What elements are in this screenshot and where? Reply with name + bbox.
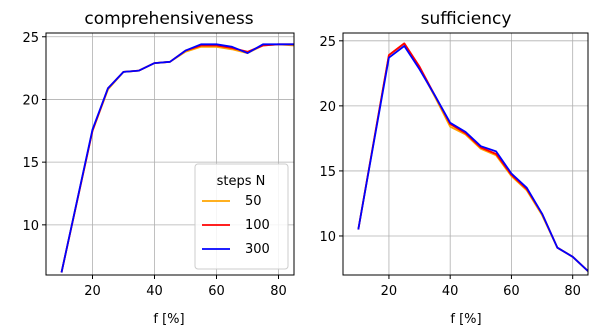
sufficiency-x-tick-label: 80: [564, 284, 581, 299]
sufficiency-ticks: 20 40 60 80 10 15 20 25: [319, 35, 581, 299]
sufficiency-grid: [343, 33, 588, 275]
sufficiency-series-300-line: [357, 45, 588, 272]
comprehensiveness-axes-frame: [45, 32, 295, 276]
comprehensiveness-x-tick-label: 60: [208, 284, 225, 299]
legend-box: [194, 163, 289, 270]
sufficiency-x-tick-label: 40: [442, 284, 459, 299]
comprehensiveness-grid: [46, 33, 294, 275]
comprehensiveness-x-tick-label: 20: [84, 284, 101, 299]
sufficiency-lines: [357, 42, 588, 272]
sufficiency-y-tick-label: 20: [319, 100, 336, 115]
sufficiency-title: sufficiency: [421, 9, 512, 29]
sufficiency-y-tick-label: 25: [319, 35, 336, 50]
comprehensiveness-panel: comprehensiveness 20 40 60 80 10 15 20 25 f [%]…: [22, 9, 295, 327]
sufficiency-series-100-line: [357, 42, 588, 272]
legend-title: steps N: [217, 174, 266, 189]
comprehensiveness-x-tick-label: 80: [270, 284, 287, 299]
comprehensiveness-x-axis-label: f [%]: [153, 312, 184, 327]
sufficiency-series-50-line: [357, 42, 588, 272]
sufficiency-x-tick-label: 60: [503, 284, 520, 299]
comprehensiveness-y-tick-label: 20: [22, 93, 39, 108]
legend: steps N 50 100 300: [194, 163, 289, 270]
comprehensiveness-ticks: 20 40 60 80 10 15 20 25: [22, 31, 286, 299]
sufficiency-y-tick-label: 10: [319, 230, 336, 245]
sufficiency-axes-frame: [342, 32, 589, 276]
comprehensiveness-x-tick-label: 40: [146, 284, 163, 299]
legend-label-300: 300: [245, 242, 270, 257]
comprehensiveness-y-tick-label: 10: [22, 219, 39, 234]
legend-label-100: 100: [245, 218, 270, 233]
legend-label-50: 50: [245, 194, 262, 209]
legend-items: 50 100 300: [202, 194, 270, 257]
sufficiency-x-axis-label: f [%]: [450, 312, 481, 327]
comprehensiveness-y-tick-label: 25: [22, 31, 39, 46]
comprehensiveness-title: comprehensiveness: [84, 9, 253, 29]
sufficiency-panel: sufficiency 20 40 60 80 10 15 20 25 f [%]: [319, 9, 589, 327]
comprehensiveness-series-300-line: [60, 43, 294, 273]
sufficiency-x-tick-label: 20: [381, 284, 398, 299]
sufficiency-y-tick-label: 15: [319, 165, 336, 180]
comprehensiveness-lines: [60, 43, 294, 273]
comprehensiveness-y-tick-label: 15: [22, 156, 39, 171]
